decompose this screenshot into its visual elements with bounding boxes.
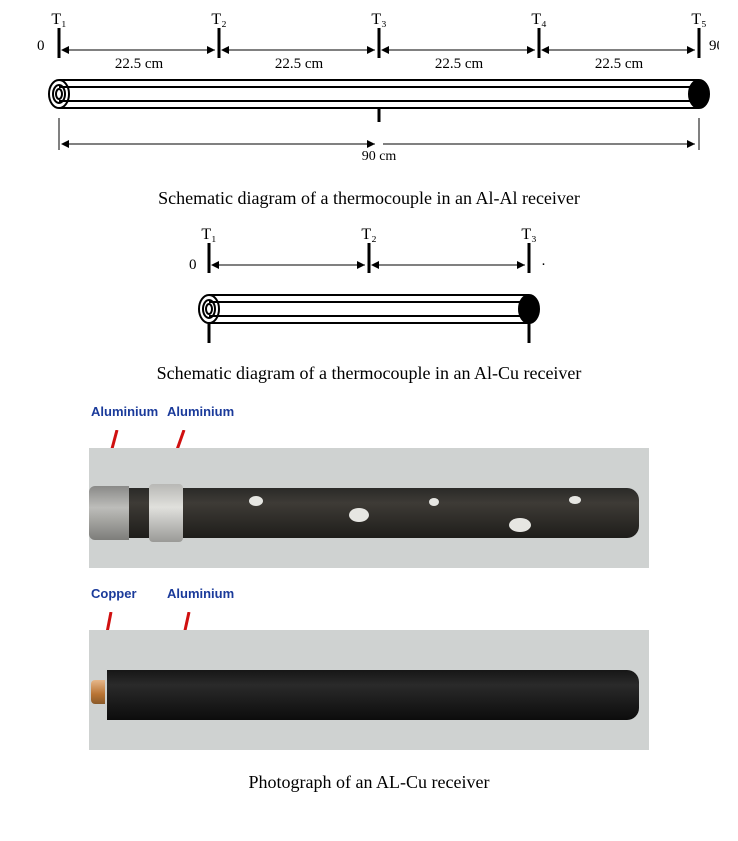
tc-label: T₂ — [211, 11, 226, 28]
schematic-al-al: T₁ T₂ T₃ T₄ T₅ 0 90 cm 22.5 cm 22.5 cm 2… — [19, 10, 719, 180]
segment-label: 22.5 cm — [595, 56, 644, 72]
photo-al-al-block: Aluminium Aluminium — [89, 400, 649, 570]
tc-label: T₁ — [51, 11, 66, 28]
tc-label: T₂ — [361, 226, 376, 243]
photo-al-al — [89, 448, 649, 568]
photo-al-cu-block: Copper Aluminium — [89, 582, 649, 752]
photo-al-cu — [89, 630, 649, 750]
caption-al-cu: Schematic diagram of a thermocouple in a… — [10, 363, 728, 384]
caption-photo-alcu: Photograph of an AL-Cu receiver — [10, 772, 728, 793]
start-label: 0 — [189, 257, 197, 273]
photo-label-aluminium: Aluminium — [167, 586, 234, 601]
photo-label-copper: Copper — [91, 586, 137, 601]
tc-label: T₅ — [691, 11, 706, 28]
end-dot: · — [541, 257, 546, 273]
segment-label: 22.5 cm — [115, 56, 164, 72]
total-length-label: 90 cm — [362, 149, 397, 164]
schematic-al-cu: T₁ T₂ T₃ 0 · — [149, 225, 589, 355]
photo-label-aluminium: Aluminium — [91, 404, 158, 419]
segment-label: 22.5 cm — [275, 56, 324, 72]
photo-label-aluminium: Aluminium — [167, 404, 234, 419]
tc-label: T₃ — [371, 11, 386, 28]
end-label: 90 cm — [709, 38, 719, 54]
figure-container: T₁ T₂ T₃ T₄ T₅ 0 90 cm 22.5 cm 22.5 cm 2… — [10, 10, 728, 793]
tc-label: T₃ — [521, 226, 536, 243]
tc-label: T₁ — [201, 226, 216, 243]
tc-label: T₄ — [531, 11, 547, 28]
caption-al-al: Schematic diagram of a thermocouple in a… — [10, 188, 728, 209]
segment-label: 22.5 cm — [435, 56, 484, 72]
start-label: 0 — [37, 38, 45, 54]
